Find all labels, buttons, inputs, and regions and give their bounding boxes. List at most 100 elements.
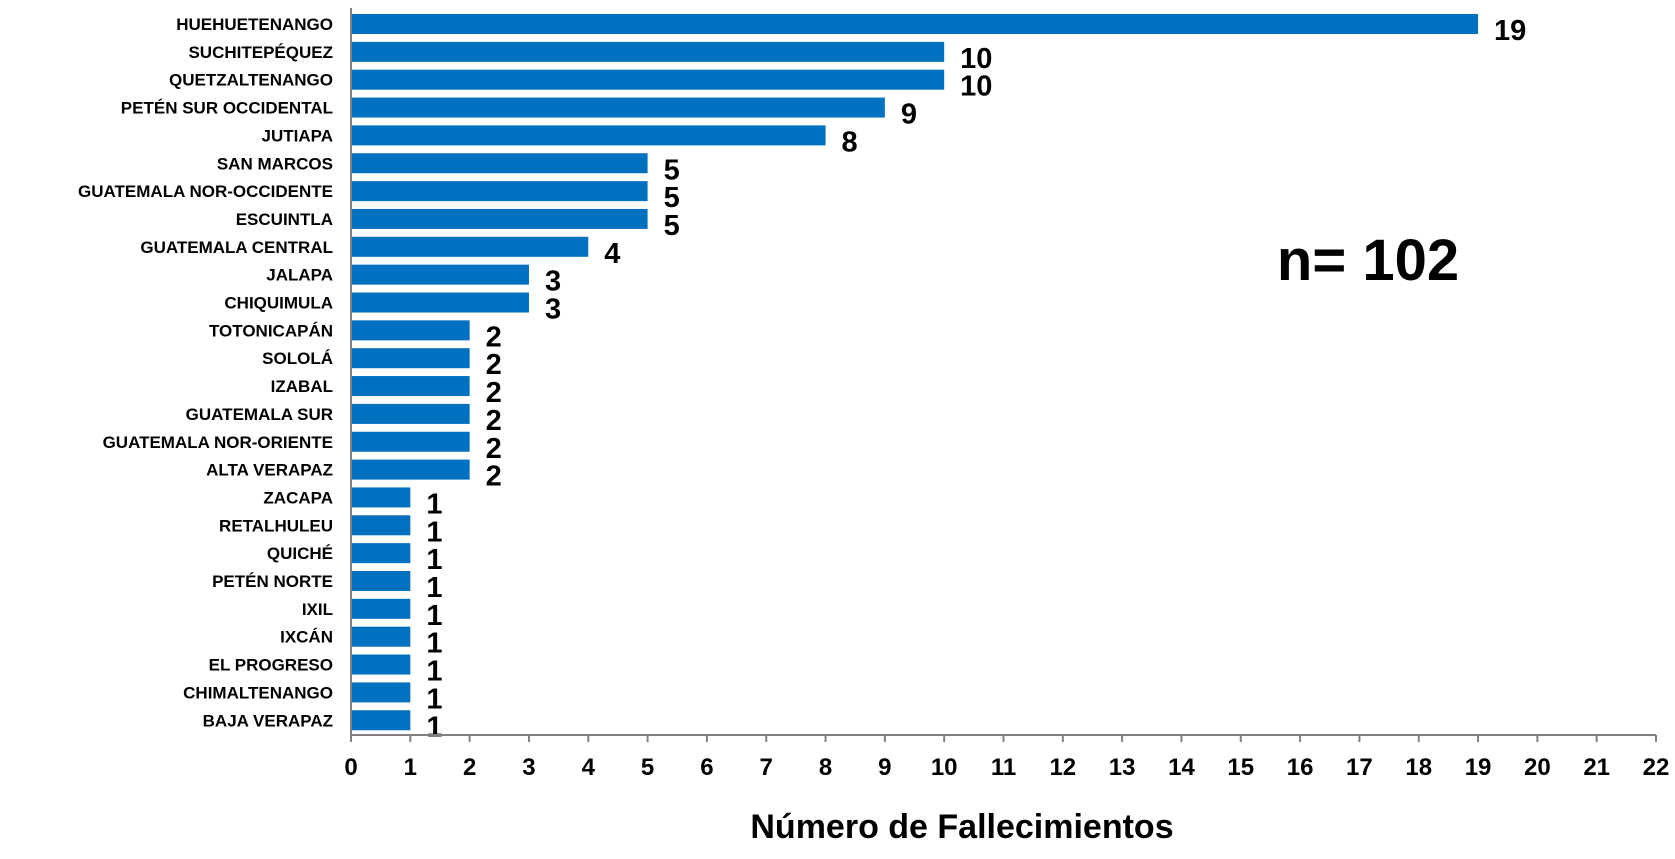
category-label: PETÉN SUR OCCIDENTAL xyxy=(121,99,333,118)
data-label: 1 xyxy=(426,544,442,576)
category-label: GUATEMALA SUR xyxy=(186,405,333,424)
bar xyxy=(351,14,1479,34)
x-tick-label: 13 xyxy=(1109,754,1136,781)
x-tick-label: 6 xyxy=(700,754,713,781)
category-label: BAJA VERAPAZ xyxy=(203,711,333,730)
bar xyxy=(351,598,411,619)
bar xyxy=(351,376,470,397)
data-label: 1 xyxy=(426,711,442,743)
x-tick-label: 15 xyxy=(1227,754,1254,781)
category-label: IXIL xyxy=(302,600,333,619)
data-label: 19 xyxy=(1494,15,1526,47)
bar xyxy=(351,515,411,536)
bar xyxy=(351,682,411,703)
x-axis: 0 1 2 3 4 5 6 7 8 9 10 11 12 13 14 15 16 17 18 19 20 21 22 xyxy=(344,8,1669,781)
x-tick-label: 7 xyxy=(760,754,773,781)
data-label: 4 xyxy=(604,238,620,270)
bar xyxy=(351,654,411,675)
bar xyxy=(351,264,529,285)
data-label: 1 xyxy=(426,628,442,660)
bar xyxy=(351,403,470,424)
category-label: RETALHULEU xyxy=(219,516,333,535)
x-tick-label: 3 xyxy=(522,754,535,781)
data-label: 1 xyxy=(426,600,442,632)
sample-size-annotation: n= 102 xyxy=(1277,228,1459,293)
x-tick-label: 19 xyxy=(1465,754,1492,781)
data-label: 2 xyxy=(486,433,502,465)
data-label: 2 xyxy=(486,377,502,409)
x-tick-label: 11 xyxy=(991,754,1016,781)
category-label: SOLOLÁ xyxy=(262,349,333,368)
x-tick-label: 22 xyxy=(1643,754,1670,781)
x-tick-label: 18 xyxy=(1405,754,1432,781)
bar xyxy=(351,626,411,647)
data-label: 2 xyxy=(486,405,502,437)
bar xyxy=(351,69,945,90)
bar xyxy=(351,348,470,369)
data-label: 5 xyxy=(664,210,680,242)
x-tick-label: 8 xyxy=(819,754,832,781)
category-label: ESCUINTLA xyxy=(236,210,333,229)
category-label: GUATEMALA NOR-ORIENTE xyxy=(103,433,333,452)
category-label: SUCHITEPÉQUEZ xyxy=(188,43,333,62)
category-label: JALAPA xyxy=(266,266,333,285)
bar xyxy=(351,543,411,564)
x-tick-label: 20 xyxy=(1524,754,1551,781)
x-tick-label: 1 xyxy=(404,754,417,781)
x-tick-label: 21 xyxy=(1583,754,1610,781)
category-label: CHIMALTENANGO xyxy=(183,683,333,702)
category-label: QUETZALTENANGO xyxy=(169,71,333,90)
category-label: CHIQUIMULA xyxy=(224,294,333,313)
data-label: 8 xyxy=(842,126,858,158)
data-label: 1 xyxy=(426,516,442,548)
bar xyxy=(351,125,826,146)
category-label: GUATEMALA CENTRAL xyxy=(140,238,333,257)
data-label: 3 xyxy=(545,266,561,298)
bar xyxy=(351,97,885,118)
category-label: SAN MARCOS xyxy=(217,154,333,173)
data-label: 1 xyxy=(426,488,442,520)
bar xyxy=(351,208,648,229)
category-label: HUEHUETENANGO xyxy=(176,15,333,34)
category-label: EL PROGRESO xyxy=(209,656,333,675)
bar xyxy=(351,571,411,591)
data-label: 5 xyxy=(664,154,680,186)
bar xyxy=(351,181,648,202)
category-label: ALTA VERAPAZ xyxy=(206,461,333,480)
x-tick-label: 2 xyxy=(463,754,476,781)
x-tick-label: 12 xyxy=(1049,754,1076,781)
x-tick-label: 4 xyxy=(582,754,596,781)
bar xyxy=(351,487,411,508)
data-label: 5 xyxy=(664,182,680,214)
x-axis-title: Número de Fallecimientos xyxy=(750,808,1173,846)
x-tick-label: 16 xyxy=(1287,754,1314,781)
x-tick-label: 17 xyxy=(1346,754,1373,781)
bar xyxy=(351,292,529,313)
data-label: 1 xyxy=(426,656,442,688)
category-label: JUTIAPA xyxy=(262,126,333,145)
category-label: GUATEMALA NOR-OCCIDENTE xyxy=(78,182,333,201)
data-label: 1 xyxy=(426,572,442,604)
bar xyxy=(351,236,589,257)
data-label: 9 xyxy=(901,99,917,131)
x-tick-label: 5 xyxy=(641,754,654,781)
bar xyxy=(351,459,470,480)
data-label: 3 xyxy=(545,294,561,326)
data-label: 2 xyxy=(486,321,502,353)
category-label: IZABAL xyxy=(271,377,333,396)
bar xyxy=(351,710,411,731)
category-label: IXCÁN xyxy=(280,628,333,647)
data-label: 2 xyxy=(486,349,502,381)
x-tick-label: 10 xyxy=(931,754,958,781)
x-tick-label: 14 xyxy=(1168,754,1195,781)
data-label: 1 xyxy=(426,683,442,715)
bar xyxy=(351,41,945,62)
data-label: 10 xyxy=(960,71,992,103)
category-labels-group: HUEHUETENANGO SUCHITEPÉQUEZ QUETZALTENANGO… xyxy=(78,15,333,730)
category-label: ZACAPA xyxy=(263,488,333,507)
x-tick-label: 0 xyxy=(344,754,357,781)
x-tick-label: 9 xyxy=(878,754,891,781)
